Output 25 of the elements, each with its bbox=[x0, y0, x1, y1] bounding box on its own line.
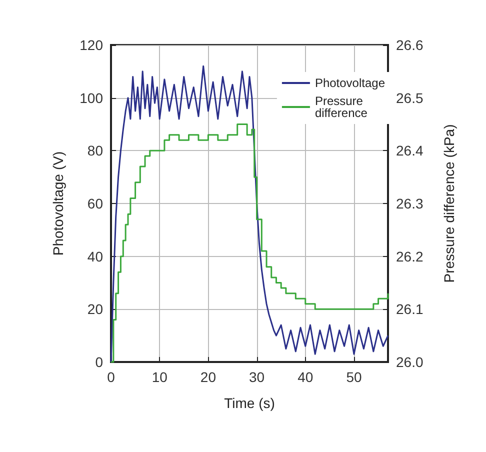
y-tick-label: 0 bbox=[95, 354, 104, 370]
legend-label: Pressure difference bbox=[314, 94, 368, 120]
x-tick-label: 0 bbox=[107, 369, 116, 385]
x-tick-label: 10 bbox=[152, 369, 168, 385]
x-tick-label: 20 bbox=[200, 369, 216, 385]
x-tick-label: 30 bbox=[249, 369, 265, 385]
y-tick-label: 40 bbox=[87, 248, 104, 264]
x-axis-title: Time (s) bbox=[224, 395, 275, 411]
y2-tick-label: 26.3 bbox=[396, 196, 424, 212]
y-axis-title: Photovoltage (V) bbox=[50, 151, 66, 256]
y-tick-label: 60 bbox=[87, 196, 104, 212]
y2-tick-label: 26.5 bbox=[396, 90, 424, 106]
y-tick-label: 120 bbox=[80, 37, 104, 53]
legend-label: Photovoltage bbox=[314, 76, 386, 90]
y2-tick-label: 26.6 bbox=[396, 37, 424, 53]
y-tick-label: 20 bbox=[87, 301, 104, 318]
x-tick-label: 40 bbox=[298, 369, 314, 385]
x-tick-label: 50 bbox=[346, 369, 362, 385]
y-tick-label: 80 bbox=[87, 142, 104, 159]
y-tick-label: 100 bbox=[80, 90, 104, 106]
y2-tick-label: 26.2 bbox=[396, 248, 424, 264]
y2-tick-label: 26.0 bbox=[396, 354, 424, 370]
y2-tick-label: 26.4 bbox=[396, 142, 424, 159]
y2-tick-label: 26.1 bbox=[396, 301, 424, 318]
y2-axis-title: Pressure difference (kPa) bbox=[441, 124, 457, 283]
